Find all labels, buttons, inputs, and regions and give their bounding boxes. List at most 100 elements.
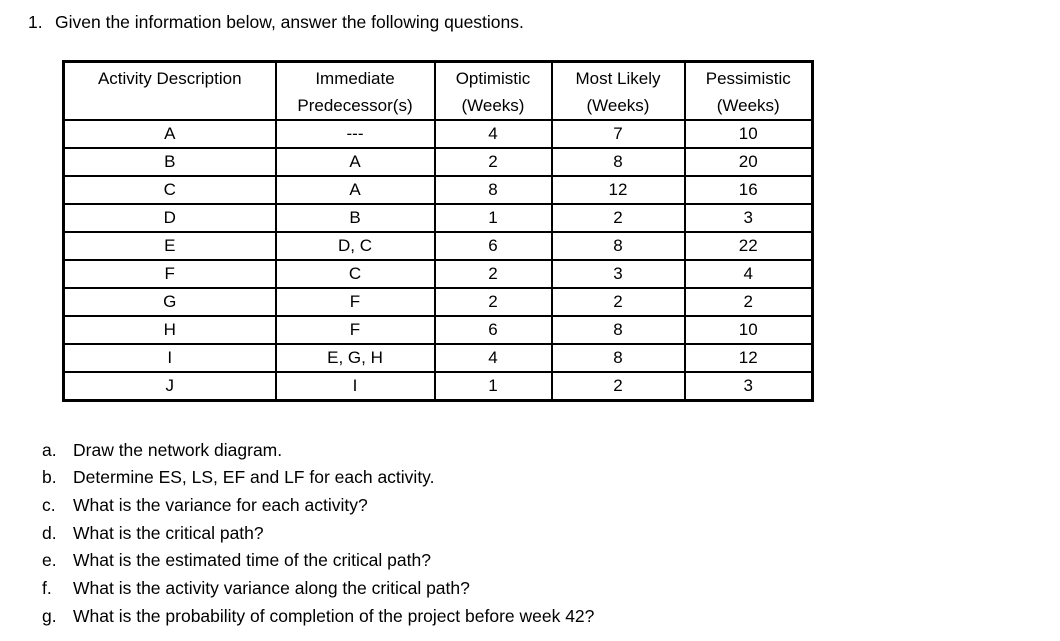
table-cell: 6 <box>433 315 553 345</box>
table-cell: 4 <box>683 259 814 289</box>
question-item: a. Draw the network diagram. <box>42 437 1060 465</box>
question-item: f. What is the activity variance along th… <box>42 575 1060 603</box>
table-row: A --- 4 7 10 <box>62 119 814 149</box>
table-cell: B <box>62 147 277 177</box>
table-cell: 16 <box>683 175 814 205</box>
table-cell: A <box>274 175 436 205</box>
question-item: c. What is the variance for each activity… <box>42 492 1060 520</box>
question-text: What is the probability of completion of… <box>73 605 595 626</box>
table-cell: 1 <box>433 203 553 233</box>
col-header-line: Activity Description <box>97 69 242 88</box>
col-header-line: Most Likely <box>575 69 661 88</box>
question-text: What is the estimated time of the critic… <box>73 550 431 571</box>
table-cell: 4 <box>433 119 553 149</box>
table-cell: 12 <box>683 343 814 373</box>
question-letter: e. <box>42 550 57 571</box>
table-cell: A <box>62 119 277 149</box>
table-cell: D, C <box>274 231 436 261</box>
question-letter: d. <box>42 522 57 543</box>
question-text: Draw the network diagram. <box>73 439 283 460</box>
table-cell: D <box>62 203 277 233</box>
problem-number: 1. <box>28 12 43 32</box>
table-cell: --- <box>274 119 436 149</box>
table-cell: 10 <box>683 119 814 149</box>
question-item: d. What is the critical path? <box>42 520 1060 548</box>
table-cell: 6 <box>433 231 553 261</box>
table-header-row: Activity Description Immediate Predecess… <box>62 60 814 121</box>
question-letter: f. <box>42 578 52 599</box>
question-text: What is the critical path? <box>73 522 264 543</box>
table-cell: 2 <box>550 287 686 317</box>
table-cell: 20 <box>683 147 814 177</box>
table-cell: 1 <box>433 371 553 401</box>
col-header-activity-description: Activity Description <box>62 60 277 121</box>
col-header-line: Predecessor(s) <box>297 96 413 115</box>
table-row: H F 6 8 10 <box>62 315 814 345</box>
table-cell: E, G, H <box>274 343 436 373</box>
col-header-line: Pessimistic <box>705 69 791 88</box>
col-header-line: Optimistic <box>455 69 531 88</box>
activity-table: Activity Description Immediate Predecess… <box>62 60 814 402</box>
question-letter: a. <box>42 439 57 460</box>
table-cell: 8 <box>550 231 686 261</box>
table-cell: I <box>274 371 436 401</box>
table-cell: B <box>274 203 436 233</box>
table-cell: 2 <box>433 259 553 289</box>
table-cell: 2 <box>550 371 686 401</box>
table-cell: 8 <box>433 175 553 205</box>
table-cell: H <box>62 315 277 345</box>
table-cell: C <box>62 175 277 205</box>
table-row: C A 8 12 16 <box>62 175 814 205</box>
table-cell: 7 <box>550 119 686 149</box>
question-text: Determine ES, LS, EF and LF for each act… <box>73 467 435 488</box>
question-text: What is the variance for each activity? <box>73 494 368 515</box>
table-row: B A 2 8 20 <box>62 147 814 177</box>
col-header-optimistic-weeks: Optimistic (Weeks) <box>433 60 553 121</box>
table-cell: 4 <box>433 343 553 373</box>
col-header-line: (Weeks) <box>586 96 650 115</box>
question-item: e. What is the estimated time of the crit… <box>42 547 1060 575</box>
table-cell: F <box>62 259 277 289</box>
col-header-immediate-predecessors: Immediate Predecessor(s) <box>274 60 436 121</box>
table-cell: 8 <box>550 343 686 373</box>
table-cell: I <box>62 343 277 373</box>
col-header-line: (Weeks) <box>716 96 780 115</box>
table-cell: E <box>62 231 277 261</box>
col-header-most-likely-weeks: Most Likely (Weeks) <box>550 60 686 121</box>
table-cell: J <box>62 371 277 401</box>
table-cell: 8 <box>550 147 686 177</box>
problem-title: 1. Given the information below, answer t… <box>28 11 1060 33</box>
table-cell: C <box>274 259 436 289</box>
question-letter: g. <box>42 605 57 626</box>
table-row: E D, C 6 8 22 <box>62 231 814 261</box>
question-item: b. Determine ES, LS, EF and LF for each a… <box>42 464 1060 492</box>
questions-list: a. Draw the network diagram. b. Determine E… <box>42 437 1060 631</box>
table-cell: 2 <box>683 287 814 317</box>
question-letter: c. <box>42 494 56 515</box>
col-header-line: (Weeks) <box>461 96 525 115</box>
question-item: g. What is the probability of completion … <box>42 603 1060 631</box>
table-cell: 8 <box>550 315 686 345</box>
col-header-pessimistic-weeks: Pessimistic (Weeks) <box>683 60 814 121</box>
table-cell: 10 <box>683 315 814 345</box>
table-cell: F <box>274 287 436 317</box>
table-cell: 2 <box>550 203 686 233</box>
question-letter: b. <box>42 467 57 488</box>
table-cell: 12 <box>550 175 686 205</box>
table-cell: 3 <box>683 203 814 233</box>
col-header-line: Immediate <box>315 69 395 88</box>
question-text: What is the activity variance along the … <box>73 578 470 599</box>
problem-title-text: Given the information below, answer the … <box>55 12 524 32</box>
table-cell: F <box>274 315 436 345</box>
table-cell: A <box>274 147 436 177</box>
table-cell: 2 <box>433 147 553 177</box>
table-row: I E, G, H 4 8 12 <box>62 343 814 373</box>
table-cell: G <box>62 287 277 317</box>
table-cell: 3 <box>550 259 686 289</box>
activity-table-body: A --- 4 7 10 B A 2 8 20 C A 8 12 16 D B 1 2 3 E D, C 6 8 22 F C 2 3 4… <box>62 119 814 401</box>
